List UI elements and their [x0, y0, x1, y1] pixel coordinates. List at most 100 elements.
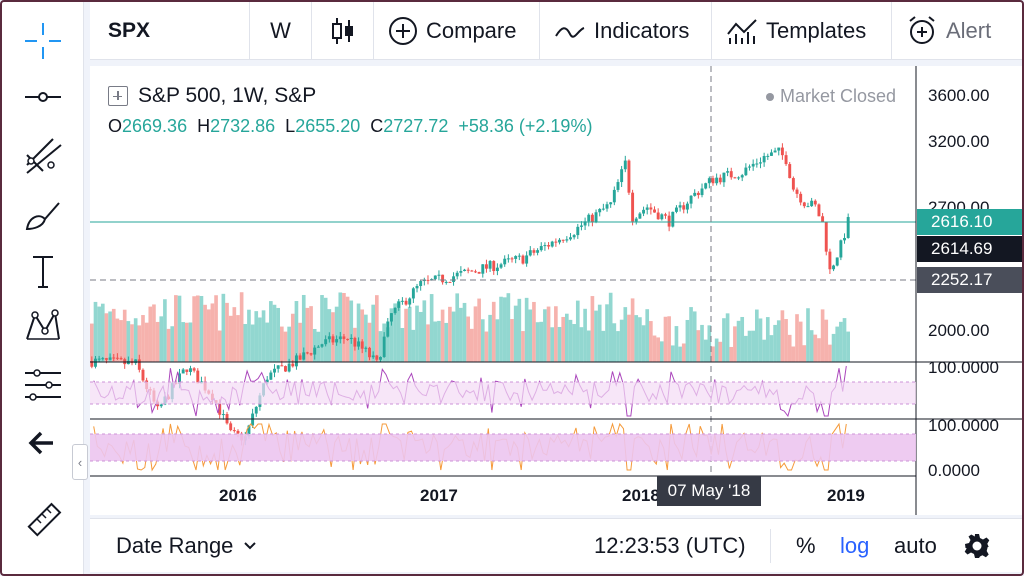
candle-body: [631, 192, 635, 222]
chart-area[interactable]: S&P 500, 1W, S&P O2669.36 H2732.86 L2655…: [90, 66, 1022, 515]
volume-bar: [510, 319, 514, 362]
candle-body: [221, 414, 225, 416]
date-range-label: Date Range: [116, 532, 234, 558]
volume-bar: [565, 313, 569, 362]
candle-body: [386, 321, 390, 337]
symbol-search-button[interactable]: SPX: [90, 2, 250, 59]
back-tool[interactable]: [2, 416, 84, 470]
volume-bar: [104, 313, 109, 362]
chart-canvas[interactable]: [90, 66, 1022, 515]
candle-body: [484, 264, 488, 269]
toolbar-collapse-handle[interactable]: ‹: [72, 444, 88, 480]
measure-tool[interactable]: [2, 358, 84, 412]
volume-bar: [93, 301, 98, 362]
indicators-button[interactable]: Indicators: [540, 2, 712, 59]
volume-bar: [418, 311, 423, 362]
volume-bar: [652, 335, 657, 362]
candle-body: [426, 279, 430, 281]
volume-bar: [159, 316, 164, 362]
templates-button[interactable]: Templates: [712, 2, 892, 59]
volume-bar: [440, 309, 445, 362]
utc-clock[interactable]: 12:23:53 (UTC): [594, 532, 746, 558]
crosshair-tool[interactable]: [2, 14, 84, 68]
volume-bar: [488, 314, 492, 362]
volume-bar: [298, 322, 302, 362]
chart-type-button[interactable]: [312, 2, 374, 59]
volume-bar: [692, 311, 697, 362]
compare-button[interactable]: Compare: [374, 2, 540, 59]
candle-body: [514, 256, 518, 259]
candle-body: [762, 156, 766, 163]
trend-lines-tool[interactable]: [2, 128, 84, 182]
chart-settings-button[interactable]: [964, 533, 990, 564]
candle-body: [726, 171, 730, 173]
volume-bar: [411, 329, 416, 362]
candle-body: [554, 241, 558, 243]
volume-bar: [670, 345, 675, 362]
candle-body: [189, 368, 192, 372]
candle-body: [565, 239, 569, 241]
volume-bar: [583, 308, 587, 362]
percent-scale-toggle[interactable]: %: [796, 532, 816, 558]
volume-bar: [718, 341, 723, 362]
volume-bar: [524, 297, 529, 362]
volume-bar: [444, 322, 449, 362]
candle-body: [115, 357, 119, 359]
pattern-tool[interactable]: [2, 300, 84, 354]
compare-label: Compare: [426, 17, 517, 43]
volume-bar: [791, 346, 796, 362]
log-scale-toggle[interactable]: log: [840, 532, 870, 558]
candle-body: [821, 216, 825, 223]
volume-bar: [429, 294, 434, 362]
drawing-toolbar: [2, 2, 84, 574]
volume-bar: [360, 309, 365, 362]
candle-body: [711, 178, 715, 184]
volume-bar: [681, 343, 686, 362]
volume-bar: [290, 313, 295, 362]
volume-bar: [217, 330, 222, 362]
volume-bar: [828, 344, 832, 362]
ruler-tool[interactable]: [2, 494, 84, 548]
volume-bar: [649, 321, 653, 362]
horizontal-line-tool[interactable]: [2, 70, 84, 124]
volume-bar: [491, 301, 496, 362]
candle-body: [126, 360, 130, 365]
volume-bar: [601, 330, 606, 362]
templates-icon: [727, 18, 757, 44]
candle-body: [357, 341, 361, 347]
candle-body: [470, 270, 474, 272]
candle-body: [718, 177, 722, 183]
candle-body: [751, 163, 755, 167]
candle-body: [236, 430, 240, 434]
ohlc-values: O2669.36 H2732.86 L2655.20 C2727.72 +58.…: [108, 116, 592, 137]
auto-scale-toggle[interactable]: auto: [894, 532, 937, 558]
candle-body: [294, 355, 298, 367]
candle-body: [232, 430, 236, 432]
candle-body: [638, 213, 642, 219]
volume-bar: [342, 292, 346, 362]
candle-body: [722, 172, 726, 183]
candle-body: [338, 336, 342, 340]
candle-body: [448, 281, 452, 283]
text-tool[interactable]: [2, 244, 84, 298]
volume-bar: [736, 320, 741, 362]
expand-legend-icon[interactable]: [108, 86, 128, 106]
candle-body: [510, 258, 514, 260]
volume-bar: [188, 322, 193, 362]
candle-body: [689, 195, 693, 204]
interval-button[interactable]: W: [250, 2, 312, 59]
volume-bar: [674, 326, 679, 362]
volume-bar: [539, 321, 544, 362]
crosshair-price-tag: 2614.69: [917, 236, 1022, 262]
candle-body: [364, 347, 368, 349]
price-axis-label: 3600.00: [928, 86, 990, 105]
brush-tool[interactable]: [2, 188, 84, 242]
volume-bar: [535, 322, 540, 362]
volume-bar: [806, 308, 810, 362]
volume-bar: [221, 293, 226, 362]
volume-bar: [126, 321, 131, 362]
alert-button[interactable]: Alert: [892, 2, 1022, 59]
date-range-button[interactable]: Date Range: [116, 533, 257, 559]
volume-bar: [773, 324, 777, 362]
volume-bar: [90, 323, 94, 362]
